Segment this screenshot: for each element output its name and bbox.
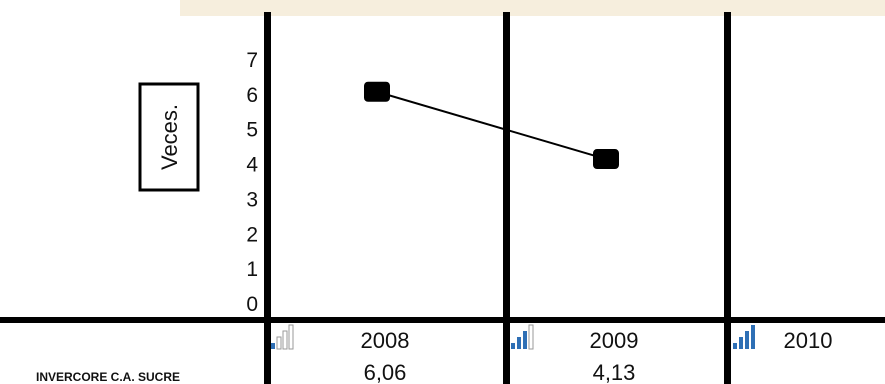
category-divider-2009 [503, 12, 510, 384]
series-row-label: INVERCORE C.A. SUCRE [36, 370, 180, 384]
bar-chart-icon [271, 324, 294, 350]
y-tick-label: 5 [246, 119, 258, 142]
y-tick-label: 1 [246, 258, 258, 281]
y-axis-ticks: 0 1 2 3 4 5 6 7 [246, 49, 258, 316]
background-banner [180, 0, 885, 16]
y-tick-label: 3 [246, 188, 258, 211]
x-tick-label: 2010 [784, 328, 833, 353]
data-point [593, 149, 619, 170]
y-axis-label: Veces. [157, 104, 182, 170]
data-table-values: 6,06 4,13 [364, 360, 636, 384]
y-tick-label: 6 [246, 84, 258, 107]
data-label: 4,13 [593, 360, 636, 384]
bar-chart-icon [511, 324, 534, 350]
x-tick-label: 2008 [361, 328, 410, 353]
bar-chart-icon [733, 325, 755, 349]
y-axis-line [264, 12, 271, 384]
data-label: 6,06 [364, 360, 407, 384]
x-tick-label: 2009 [590, 328, 639, 353]
category-divider-2010 [724, 12, 731, 384]
data-point [364, 81, 390, 102]
series-line [364, 81, 619, 170]
series-line-path [376, 90, 607, 160]
x-axis-categories: 2008 2009 2010 [361, 328, 833, 353]
y-tick-label: 0 [246, 293, 258, 316]
y-tick-label: 4 [246, 154, 258, 177]
y-axis-label-box: Veces. [138, 82, 200, 192]
y-tick-label: 2 [246, 223, 258, 246]
y-tick-label: 7 [246, 49, 258, 72]
x-axis-line [0, 317, 885, 323]
